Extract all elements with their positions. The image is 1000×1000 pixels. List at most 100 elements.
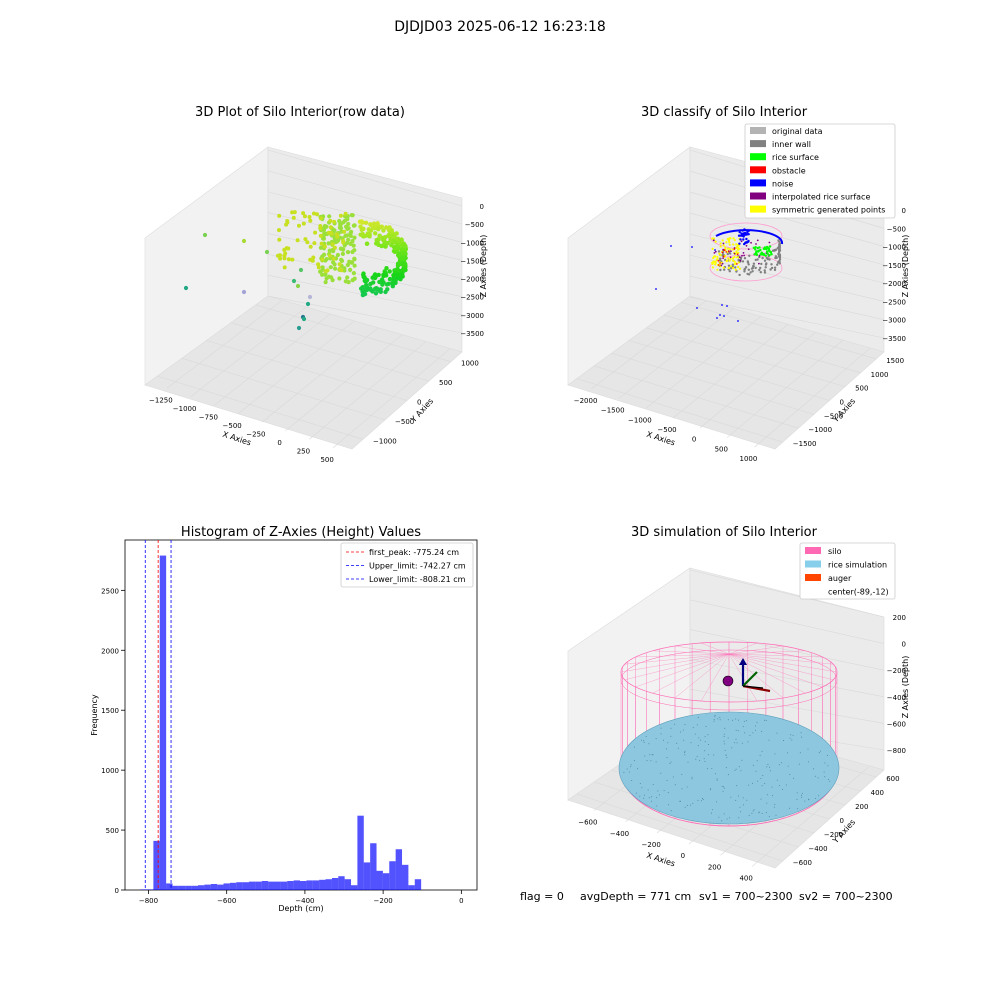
rice-mesh-dot [801, 794, 802, 796]
cls-inner-wall-point [764, 266, 767, 269]
cls-inner-wall-point [729, 267, 733, 270]
histogram-bar [319, 879, 326, 890]
raw-data-point [320, 265, 325, 270]
cls-symmetric-point [737, 261, 740, 264]
footer-flag: flag = 0 [520, 890, 564, 903]
cls-x-gridline [618, 308, 734, 399]
rice-mesh-dot [769, 766, 771, 768]
raw-data-point [373, 231, 378, 236]
cls-rice-surface-point [765, 245, 769, 249]
rice-mesh-dot [804, 800, 806, 802]
raw-data-point [282, 256, 287, 261]
cls-z-tick-label: −2500 [882, 298, 906, 306]
sim-x-tick-label: 200 [708, 863, 721, 871]
rice-mesh-dot [749, 734, 751, 736]
sim-z-tick-label: 0 [902, 641, 906, 649]
cls-inner-wall-point [760, 262, 763, 266]
raw-data-point [382, 269, 387, 274]
cls-inner-wall-point [758, 268, 761, 272]
histogram-bar [389, 861, 396, 890]
cls-y-gridline [628, 340, 830, 401]
cls-symmetric-point [732, 243, 735, 246]
cls-x-tick-label: −2000 [574, 397, 598, 405]
raw-data-point [337, 276, 342, 281]
cls-symmetric-point [721, 239, 724, 242]
cls-interpolated-point [714, 250, 717, 253]
rice-mesh-dot [643, 797, 645, 799]
cls-inner-wall-point [768, 258, 771, 261]
rice-mesh-dot [682, 729, 684, 731]
rice-mesh-dot [681, 788, 683, 790]
raw-x-tick-label: −1000 [173, 405, 197, 413]
cls-inner-wall-point [778, 254, 782, 258]
raw-z-gridline [267, 233, 463, 279]
rice-mesh-dot [792, 735, 794, 737]
sim-x-tick-label: −600 [578, 819, 597, 827]
silo-roof-wire [728, 653, 784, 699]
cls-obstacle-point [723, 249, 726, 251]
rice-mesh-dot [684, 751, 685, 753]
cls-symmetric-point [737, 247, 741, 250]
rice-mesh-dot [760, 798, 762, 800]
axis-arrowhead-z [739, 658, 747, 665]
raw-data-point [392, 245, 398, 251]
raw-data-point [363, 220, 369, 225]
cls-symmetric-point [724, 254, 727, 257]
cls-noise-point [746, 231, 749, 234]
raw-data-point [344, 233, 350, 238]
sim-x-tick-label: −400 [610, 830, 629, 838]
silo-roof-wire [728, 653, 838, 673]
sim-z-gridline [689, 569, 885, 618]
rice-mesh-dot [743, 720, 745, 722]
rice-mesh-dot [691, 778, 693, 780]
rice-mesh-dot [761, 730, 763, 732]
cls-interpolated-point [729, 256, 732, 259]
rice-mesh-dot [727, 719, 729, 721]
histogram-legend-label: Lower_limit: -808.21 cm [369, 575, 466, 584]
cls-obstacle-point [725, 251, 728, 253]
raw-data-point [381, 272, 386, 277]
raw-outlier-point [298, 267, 304, 273]
rice-mesh-dot [702, 798, 703, 799]
cls-z-tick-label: −2000 [882, 280, 906, 288]
rice-mesh-dot [776, 732, 778, 734]
sim-z-gridline [689, 599, 885, 644]
rice-mesh-dot [827, 765, 829, 767]
raw-data-point [318, 224, 323, 228]
histogram-bar [280, 881, 288, 890]
raw-outlier-point [307, 294, 313, 300]
cls-inner-wall-point [750, 267, 754, 270]
rice-mesh-dot [711, 768, 713, 769]
cls-legend-label: obstacle [772, 166, 806, 175]
histogram-bar [261, 881, 269, 890]
cls-inner-wall-point [726, 252, 729, 256]
rice-mesh-dot [660, 733, 662, 735]
raw-data-point [276, 253, 280, 258]
raw-data-point [330, 242, 335, 247]
raw-data-point [320, 257, 325, 262]
cls-y-tick-label: −1000 [808, 426, 832, 434]
histogram-legend: first_peak: -775.24 cm Upper_limit: -742.… [340, 542, 474, 588]
cls-interpolated-point [750, 241, 752, 244]
histogram-plot-area [124, 539, 478, 891]
raw-data-point [345, 250, 351, 255]
raw-data-point [312, 241, 317, 246]
rice-mesh-dot [707, 734, 709, 736]
raw-data-point [345, 275, 350, 280]
raw-data-point [373, 273, 379, 279]
rice-mesh-dot [723, 743, 725, 745]
rice-mesh-dot [774, 803, 776, 805]
cls-inner-wall-point [770, 266, 774, 270]
cls-inner-wall-point [778, 259, 781, 263]
raw-data-point [332, 262, 337, 267]
cls-interpolated-point [713, 252, 716, 254]
cls-symmetric-point [737, 265, 740, 269]
rice-mesh-dot [674, 723, 675, 725]
cls-inner-wall-point [728, 270, 731, 273]
histogram-bar [325, 879, 332, 890]
cls-inner-wall-point [743, 267, 747, 271]
sim-legend-label: rice simulation [828, 561, 887, 570]
sim-y-tick-label: −400 [808, 845, 827, 853]
silo-roof-wire [624, 653, 730, 680]
histogram-bar [172, 885, 179, 890]
